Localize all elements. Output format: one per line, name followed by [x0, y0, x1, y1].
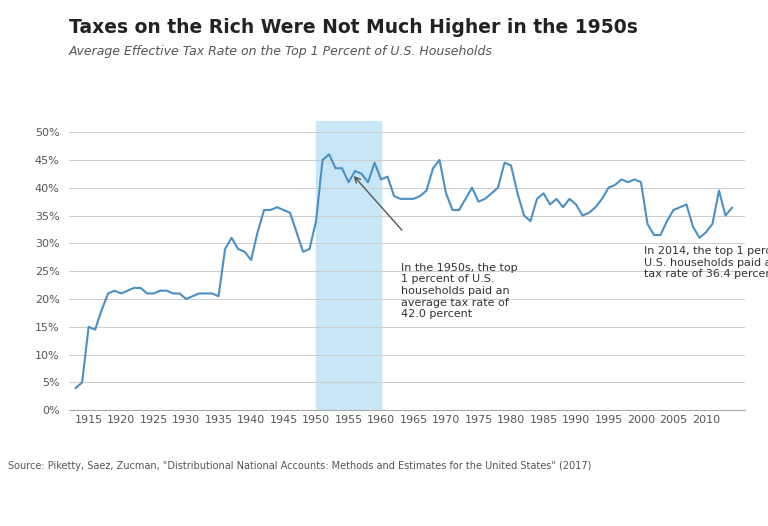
- Text: In the 1950s, the top
1 percent of U.S.
households paid an
average tax rate of
4: In the 1950s, the top 1 percent of U.S. …: [401, 263, 517, 319]
- Text: In 2014, the top 1 percent of
U.S. households paid an average
tax rate of 36.4 p: In 2014, the top 1 percent of U.S. house…: [644, 246, 768, 279]
- Text: @TaxFoundation: @TaxFoundation: [647, 496, 756, 509]
- Text: Source: Piketty, Saez, Zucman, "Distributional National Accounts: Methods and Es: Source: Piketty, Saez, Zucman, "Distribu…: [8, 461, 591, 471]
- Text: TAX FOUNDATION: TAX FOUNDATION: [12, 496, 144, 509]
- Bar: [316, 121, 381, 410]
- Text: Average Effective Tax Rate on the Top 1 Percent of U.S. Households: Average Effective Tax Rate on the Top 1 …: [69, 45, 493, 58]
- Text: Taxes on the Rich Were Not Much Higher in the 1950s: Taxes on the Rich Were Not Much Higher i…: [69, 18, 638, 37]
